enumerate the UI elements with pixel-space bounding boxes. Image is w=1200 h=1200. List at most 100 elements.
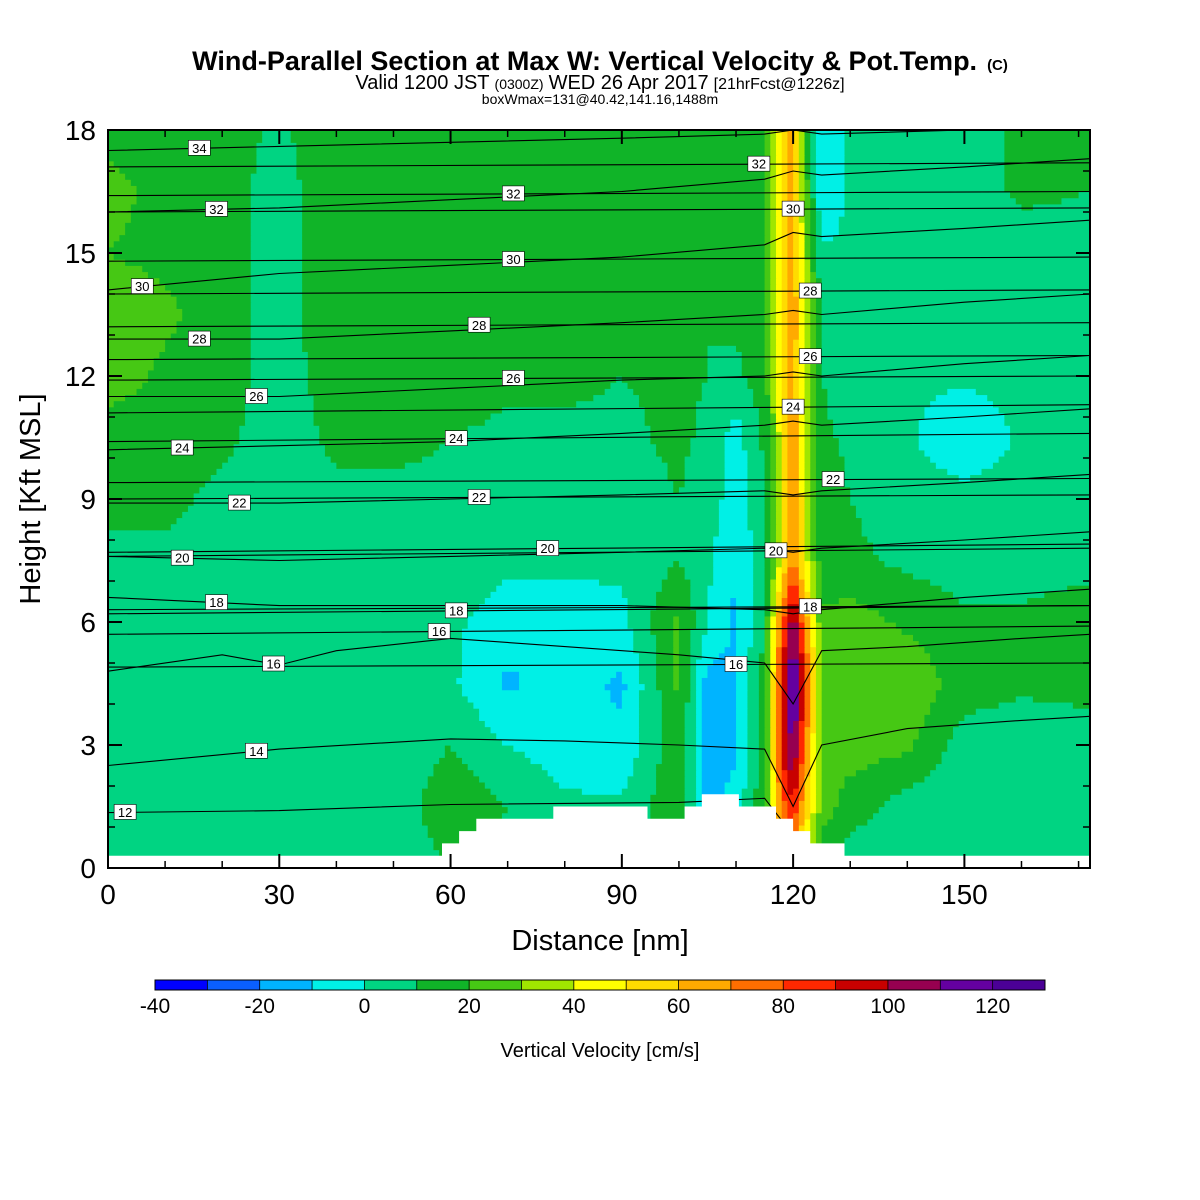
- w-field-cell: [108, 431, 240, 439]
- w-field-cell: [501, 738, 640, 746]
- y-tick-label: 15: [65, 238, 96, 269]
- w-field-cell: [741, 357, 766, 365]
- w-field-cell: [633, 757, 663, 765]
- w-field-cell: [838, 800, 886, 808]
- w-field-cell: [119, 166, 258, 174]
- w-field-cell: [804, 142, 811, 150]
- w-field-cell: [108, 689, 463, 697]
- w-field-cell: [770, 652, 777, 660]
- w-field-cell: [810, 812, 817, 820]
- w-field-cell: [736, 628, 754, 635]
- w-field-cell: [804, 824, 811, 832]
- w-field-cell: [810, 665, 817, 672]
- w-field-cell: [684, 572, 714, 580]
- w-field-cell: [108, 585, 497, 592]
- w-field-cell: [553, 775, 629, 783]
- w-field-cell: [793, 363, 800, 371]
- w-field-cell: [770, 388, 777, 396]
- w-field-cell: [1010, 437, 1090, 445]
- w-field-cell: [764, 499, 771, 506]
- w-field-cell: [781, 351, 789, 359]
- w-field-cell: [775, 535, 783, 543]
- w-field-cell: [810, 376, 817, 383]
- w-field-cell: [678, 622, 697, 629]
- w-field-cell: [170, 523, 720, 531]
- w-field-cell: [684, 745, 697, 752]
- w-field-cell: [673, 658, 680, 666]
- w-field-cell: [804, 566, 811, 574]
- w-field-cell: [307, 357, 709, 365]
- w-field-cell: [810, 185, 817, 193]
- w-field-cell: [793, 246, 800, 254]
- w-field-cell: [810, 695, 817, 703]
- w-field-cell: [770, 228, 777, 236]
- w-field-cell: [770, 505, 777, 512]
- w-field-cell: [810, 745, 817, 752]
- w-field-cell: [770, 179, 777, 186]
- w-field-cell: [804, 302, 811, 309]
- w-field-cell: [775, 634, 783, 642]
- w-field-cell: [781, 480, 789, 488]
- w-field-cell: [798, 412, 806, 420]
- w-field-cell: [895, 622, 1090, 629]
- w-field-cell: [108, 499, 195, 506]
- w-field-cell: [193, 499, 720, 506]
- w-field-cell: [775, 191, 783, 199]
- w-field-cell: [815, 142, 846, 150]
- w-field-cell: [821, 622, 897, 629]
- w-field-cell: [867, 763, 937, 771]
- w-field-cell: [804, 339, 811, 346]
- w-field-cell: [701, 640, 731, 648]
- w-field-cell: [250, 179, 303, 186]
- w-field-cell: [764, 652, 771, 660]
- w-field-cell: [108, 240, 115, 248]
- w-field-cell: [798, 154, 806, 162]
- w-field-cell: [815, 640, 823, 648]
- w-field-cell: [781, 566, 789, 574]
- w-field-cell: [775, 412, 783, 420]
- w-field-cell: [992, 400, 1090, 408]
- w-field-cell: [804, 314, 811, 322]
- w-field-cell: [798, 173, 806, 180]
- w-field-cell: [718, 517, 749, 525]
- w-field-cell: [815, 818, 828, 826]
- w-field-cell: [787, 683, 800, 691]
- w-field-cell: [781, 505, 789, 512]
- w-field-cell: [941, 677, 1090, 685]
- w-field-cell: [108, 745, 446, 752]
- w-field-cell: [753, 615, 766, 623]
- w-field-cell: [302, 228, 766, 236]
- w-field-cell: [787, 781, 800, 789]
- w-field-cell: [787, 652, 800, 660]
- w-field-cell: [661, 732, 686, 740]
- w-field-cell: [815, 646, 823, 654]
- w-field-cell: [833, 234, 1090, 242]
- w-field-cell: [775, 640, 783, 648]
- w-field-cell: [798, 265, 806, 273]
- w-field-cell: [775, 136, 783, 143]
- w-field-cell: [781, 800, 789, 808]
- w-field-cell: [770, 714, 777, 721]
- w-field-cell: [422, 818, 503, 826]
- w-field-cell: [821, 769, 857, 777]
- isentrope-label-text: 22: [232, 496, 246, 511]
- w-field-cell: [815, 246, 1090, 254]
- w-field-cell: [747, 763, 760, 771]
- w-field-cell: [775, 615, 783, 623]
- isentrope-label-text: 28: [472, 318, 486, 333]
- w-field-cell: [918, 443, 1011, 451]
- w-field-cell: [815, 369, 823, 377]
- w-field-cell: [467, 425, 651, 432]
- w-field-cell: [770, 197, 777, 205]
- w-field-cell: [250, 363, 309, 371]
- w-field-cell: [815, 548, 874, 555]
- x-axis-label: Distance [nm]: [511, 925, 688, 957]
- w-field-cell: [781, 701, 789, 709]
- w-field-cell: [661, 714, 686, 721]
- w-field-cell: [775, 480, 783, 488]
- w-field-cell: [775, 714, 783, 721]
- w-field-cell: [701, 745, 737, 752]
- w-field-cell: [804, 640, 811, 648]
